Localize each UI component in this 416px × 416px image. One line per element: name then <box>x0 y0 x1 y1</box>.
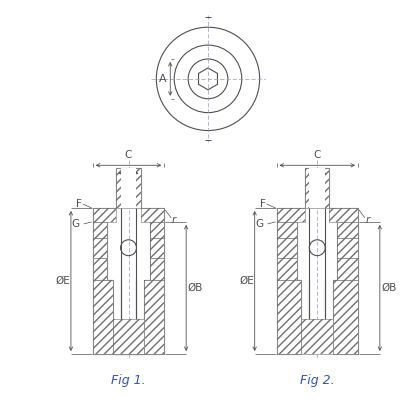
Bar <box>310 168 325 208</box>
Text: C: C <box>314 150 321 160</box>
Text: C: C <box>125 150 132 160</box>
Bar <box>93 258 106 280</box>
Text: D: D <box>313 177 321 187</box>
Bar <box>329 208 358 222</box>
Bar <box>277 280 301 354</box>
Bar <box>93 222 106 238</box>
Bar <box>277 258 297 280</box>
Bar <box>301 319 333 354</box>
Bar <box>277 208 305 222</box>
Bar <box>277 238 297 258</box>
Bar <box>144 280 164 354</box>
Bar <box>329 208 358 222</box>
Bar <box>121 168 136 208</box>
Bar <box>93 258 106 280</box>
Bar <box>277 208 305 222</box>
Bar <box>337 258 358 280</box>
Bar <box>151 222 164 238</box>
Bar <box>337 238 358 258</box>
Bar <box>141 208 164 222</box>
Bar <box>144 280 164 354</box>
Bar <box>333 280 358 354</box>
Bar <box>337 222 358 238</box>
Text: F: F <box>260 199 265 209</box>
Bar <box>333 280 358 354</box>
Bar <box>151 238 164 258</box>
Bar <box>305 168 329 208</box>
Text: ØB: ØB <box>381 283 396 293</box>
Bar <box>277 222 297 238</box>
Text: ØE: ØE <box>239 276 254 286</box>
Bar <box>337 238 358 258</box>
Bar <box>151 222 164 238</box>
Text: A: A <box>158 74 166 84</box>
Bar <box>301 319 333 354</box>
Text: Fig 2.: Fig 2. <box>300 374 334 387</box>
Bar <box>277 238 297 258</box>
Bar <box>305 168 329 208</box>
Text: F: F <box>76 199 82 209</box>
Bar <box>337 222 358 238</box>
Text: D: D <box>124 177 133 187</box>
Text: r: r <box>172 215 176 225</box>
Bar <box>113 319 144 354</box>
Bar <box>93 222 106 238</box>
Bar <box>93 208 116 222</box>
Bar <box>141 208 164 222</box>
Text: ØB: ØB <box>187 283 203 293</box>
Text: r: r <box>366 215 370 225</box>
Bar <box>151 258 164 280</box>
Bar <box>277 222 297 238</box>
Bar <box>113 319 144 354</box>
Bar <box>93 280 113 354</box>
Text: G: G <box>72 219 80 229</box>
Bar <box>93 280 113 354</box>
Bar <box>151 238 164 258</box>
Bar <box>151 258 164 280</box>
Text: Fig 1.: Fig 1. <box>111 374 146 387</box>
Bar <box>337 258 358 280</box>
Bar <box>277 280 301 354</box>
Bar <box>93 238 106 258</box>
Bar <box>116 168 141 208</box>
Text: ØE: ØE <box>56 276 70 286</box>
Text: G: G <box>255 219 264 229</box>
Bar <box>116 168 141 208</box>
Bar <box>93 208 116 222</box>
Bar <box>277 258 297 280</box>
Bar <box>93 238 106 258</box>
